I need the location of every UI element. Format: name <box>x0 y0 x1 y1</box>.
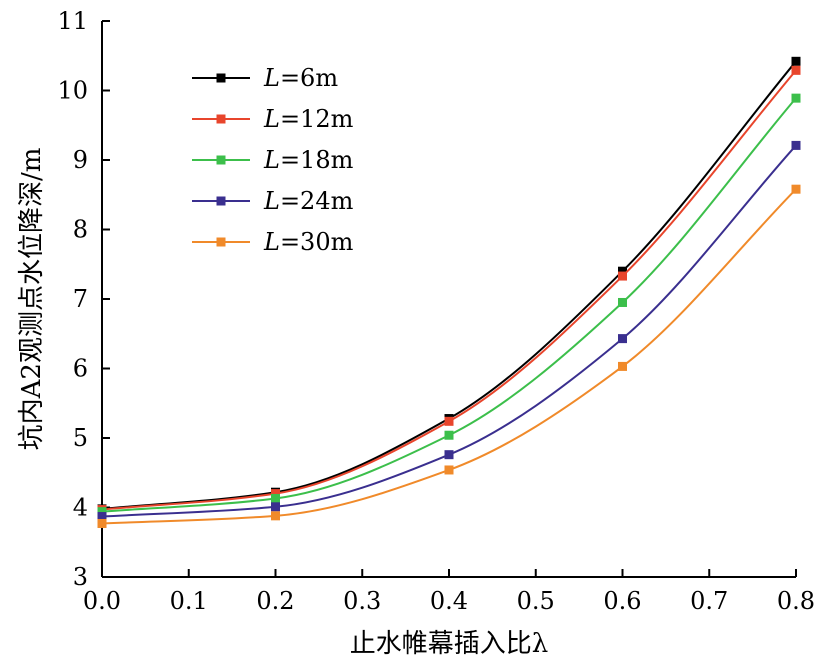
y-tick-label: 4 <box>73 494 88 522</box>
data-point <box>271 489 280 499</box>
y-tick-label: 7 <box>73 285 88 313</box>
y-tick-label: 11 <box>57 7 88 35</box>
series-1 <box>97 56 801 514</box>
x-tick-label: 0.1 <box>170 587 208 615</box>
data-point <box>791 93 801 103</box>
legend-item: L=24m <box>192 187 354 215</box>
legend-label: L=6m <box>263 64 338 92</box>
legend-label: L=18m <box>263 146 354 174</box>
data-point <box>618 361 627 371</box>
data-point <box>444 450 454 460</box>
y-tick-label: 6 <box>73 355 88 383</box>
legend-label: L=24m <box>263 187 354 215</box>
y-tick-label: 9 <box>73 146 88 174</box>
data-point <box>618 334 627 344</box>
x-axis-title: 止水帷幕插入比λ <box>350 629 548 659</box>
data-point <box>444 430 454 440</box>
legend-label: L=30m <box>263 228 354 256</box>
x-tick-label: 0.6 <box>603 587 641 615</box>
x-tick-label: 0.4 <box>430 587 468 615</box>
x-tick-label: 0.7 <box>690 587 728 615</box>
data-point <box>618 271 627 281</box>
data-point <box>791 65 801 75</box>
axes: 3 4 5 6 7 8 9 10 11 0.0 0.1 0.2 0.3 0.4 0.5 0.6 0.7 0.8 <box>57 7 815 615</box>
x-tick-label: 0.2 <box>256 587 294 615</box>
x-tick-label: 0.5 <box>517 587 555 615</box>
x-tick-label: 0.8 <box>777 587 815 615</box>
x-tick-label: 0.0 <box>83 587 121 615</box>
series-4 <box>97 140 801 522</box>
data-point <box>444 465 454 475</box>
legend-item: L=6m <box>192 64 338 92</box>
series-line <box>101 188 797 525</box>
legend-label: L=12m <box>263 105 354 133</box>
data-point <box>97 512 107 522</box>
y-tick-label: 5 <box>73 424 88 452</box>
y-tick-label: 3 <box>73 563 88 591</box>
data-point <box>97 507 107 517</box>
legend-marker <box>216 114 226 124</box>
data-point <box>271 493 280 503</box>
data-point <box>271 502 280 512</box>
data-point <box>618 266 627 276</box>
legend-item: L=12m <box>192 105 354 133</box>
series-3 <box>97 93 801 517</box>
series-line <box>101 144 797 518</box>
legend-marker <box>216 237 226 247</box>
series-2 <box>97 65 801 515</box>
data-point <box>444 416 454 426</box>
series-5 <box>97 184 801 528</box>
legend-item: L=18m <box>192 146 354 174</box>
legend-marker <box>216 155 226 165</box>
y-tick-label: 10 <box>57 77 88 105</box>
x-tick-label: 0.3 <box>343 587 381 615</box>
series-line <box>101 97 797 513</box>
y-tick-label: 8 <box>73 216 88 244</box>
data-point <box>791 56 801 66</box>
data-point <box>791 140 801 150</box>
legend-item: L=30m <box>192 228 354 256</box>
data-point <box>791 184 801 194</box>
data-point <box>97 518 107 528</box>
series-line <box>101 60 797 510</box>
series-layer <box>97 56 801 528</box>
y-axis-title: 坑内A2观测点水位降深/m <box>17 148 47 451</box>
data-point <box>271 511 280 521</box>
series-line <box>101 69 797 511</box>
data-point <box>618 297 627 307</box>
legend-marker <box>216 196 226 206</box>
legend-marker <box>216 73 226 83</box>
legend: L=6m L=12m L=18m L=24m L=30m <box>192 64 354 256</box>
